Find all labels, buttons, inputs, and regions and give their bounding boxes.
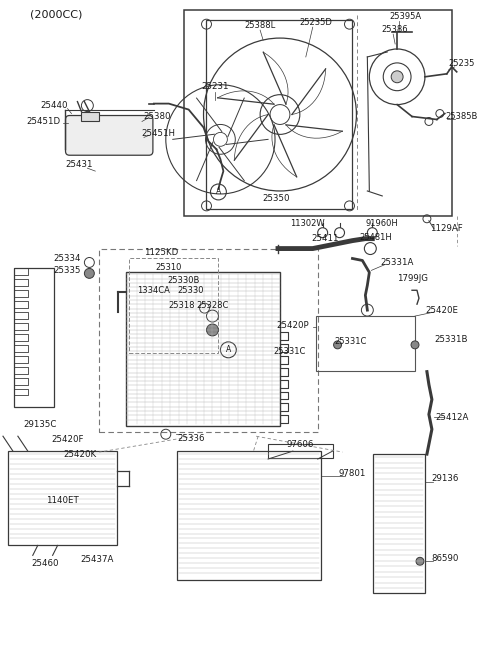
- Text: A: A: [226, 346, 231, 354]
- Text: 25411: 25411: [311, 234, 338, 243]
- Text: 25328C: 25328C: [196, 301, 228, 310]
- Text: 86590: 86590: [431, 554, 458, 563]
- Bar: [205, 20, 352, 209]
- Text: 25431: 25431: [66, 160, 93, 169]
- Text: 25331A: 25331A: [381, 258, 414, 267]
- Bar: [14, 269, 54, 408]
- Text: 25235D: 25235D: [300, 18, 332, 27]
- Text: 25350: 25350: [262, 194, 290, 203]
- Text: 25460: 25460: [31, 559, 59, 568]
- Bar: [177, 451, 321, 580]
- Text: 1334CA: 1334CA: [137, 286, 170, 295]
- Circle shape: [411, 341, 419, 349]
- FancyBboxPatch shape: [66, 115, 153, 155]
- Text: 25412A: 25412A: [435, 413, 468, 422]
- Text: 97606: 97606: [286, 439, 313, 449]
- Bar: [129, 258, 218, 353]
- Text: 25334: 25334: [54, 254, 81, 263]
- Text: 29135C: 29135C: [23, 420, 57, 429]
- Text: (2000CC): (2000CC): [30, 9, 82, 20]
- Text: 25420K: 25420K: [63, 450, 96, 458]
- Text: 25310: 25310: [156, 263, 182, 272]
- Text: A: A: [216, 188, 221, 196]
- Text: 25331C: 25331C: [274, 348, 306, 356]
- Text: 25331C: 25331C: [334, 337, 367, 346]
- Circle shape: [364, 243, 376, 254]
- Text: 1799JG: 1799JG: [396, 274, 428, 283]
- Text: 25335: 25335: [54, 266, 81, 275]
- Text: 25386: 25386: [382, 25, 408, 34]
- Text: 25331B: 25331B: [434, 335, 468, 344]
- Bar: [126, 273, 280, 426]
- Text: 91960H: 91960H: [366, 219, 398, 228]
- Text: 25437A: 25437A: [81, 555, 114, 564]
- Text: 25451H: 25451H: [142, 129, 176, 138]
- Text: 97801: 97801: [339, 469, 366, 479]
- Text: 25330: 25330: [178, 286, 204, 295]
- Circle shape: [416, 557, 424, 565]
- Circle shape: [391, 71, 403, 83]
- Text: 25451D: 25451D: [26, 117, 61, 126]
- Text: 29136: 29136: [431, 475, 458, 483]
- Bar: [82, 111, 99, 121]
- Circle shape: [206, 324, 218, 336]
- Bar: [184, 10, 452, 216]
- Text: 1129AF: 1129AF: [431, 224, 463, 233]
- Bar: [268, 444, 333, 458]
- Text: 1140ET: 1140ET: [46, 496, 79, 505]
- Text: 25380: 25380: [143, 112, 170, 121]
- Text: 25330B: 25330B: [168, 276, 200, 285]
- Bar: [99, 248, 318, 432]
- Text: 25318: 25318: [168, 301, 195, 310]
- Circle shape: [84, 269, 94, 278]
- Circle shape: [334, 341, 342, 349]
- Text: 25395A: 25395A: [389, 12, 421, 21]
- Text: 25420P: 25420P: [276, 321, 309, 329]
- Text: 25420F: 25420F: [51, 435, 84, 443]
- Text: 25385B: 25385B: [445, 112, 478, 121]
- Text: 25231: 25231: [202, 82, 229, 91]
- Text: 11302W: 11302W: [290, 219, 325, 228]
- Bar: [373, 454, 425, 593]
- Text: 25388L: 25388L: [244, 21, 276, 30]
- Text: 25481H: 25481H: [359, 233, 392, 242]
- Text: 25336: 25336: [177, 434, 204, 443]
- Bar: [316, 316, 415, 371]
- Text: 25440: 25440: [41, 101, 68, 110]
- Text: 25235: 25235: [448, 59, 475, 68]
- Bar: [8, 451, 117, 546]
- Circle shape: [361, 304, 373, 316]
- Text: 1125KD: 1125KD: [144, 248, 178, 257]
- Text: 25420E: 25420E: [425, 306, 458, 315]
